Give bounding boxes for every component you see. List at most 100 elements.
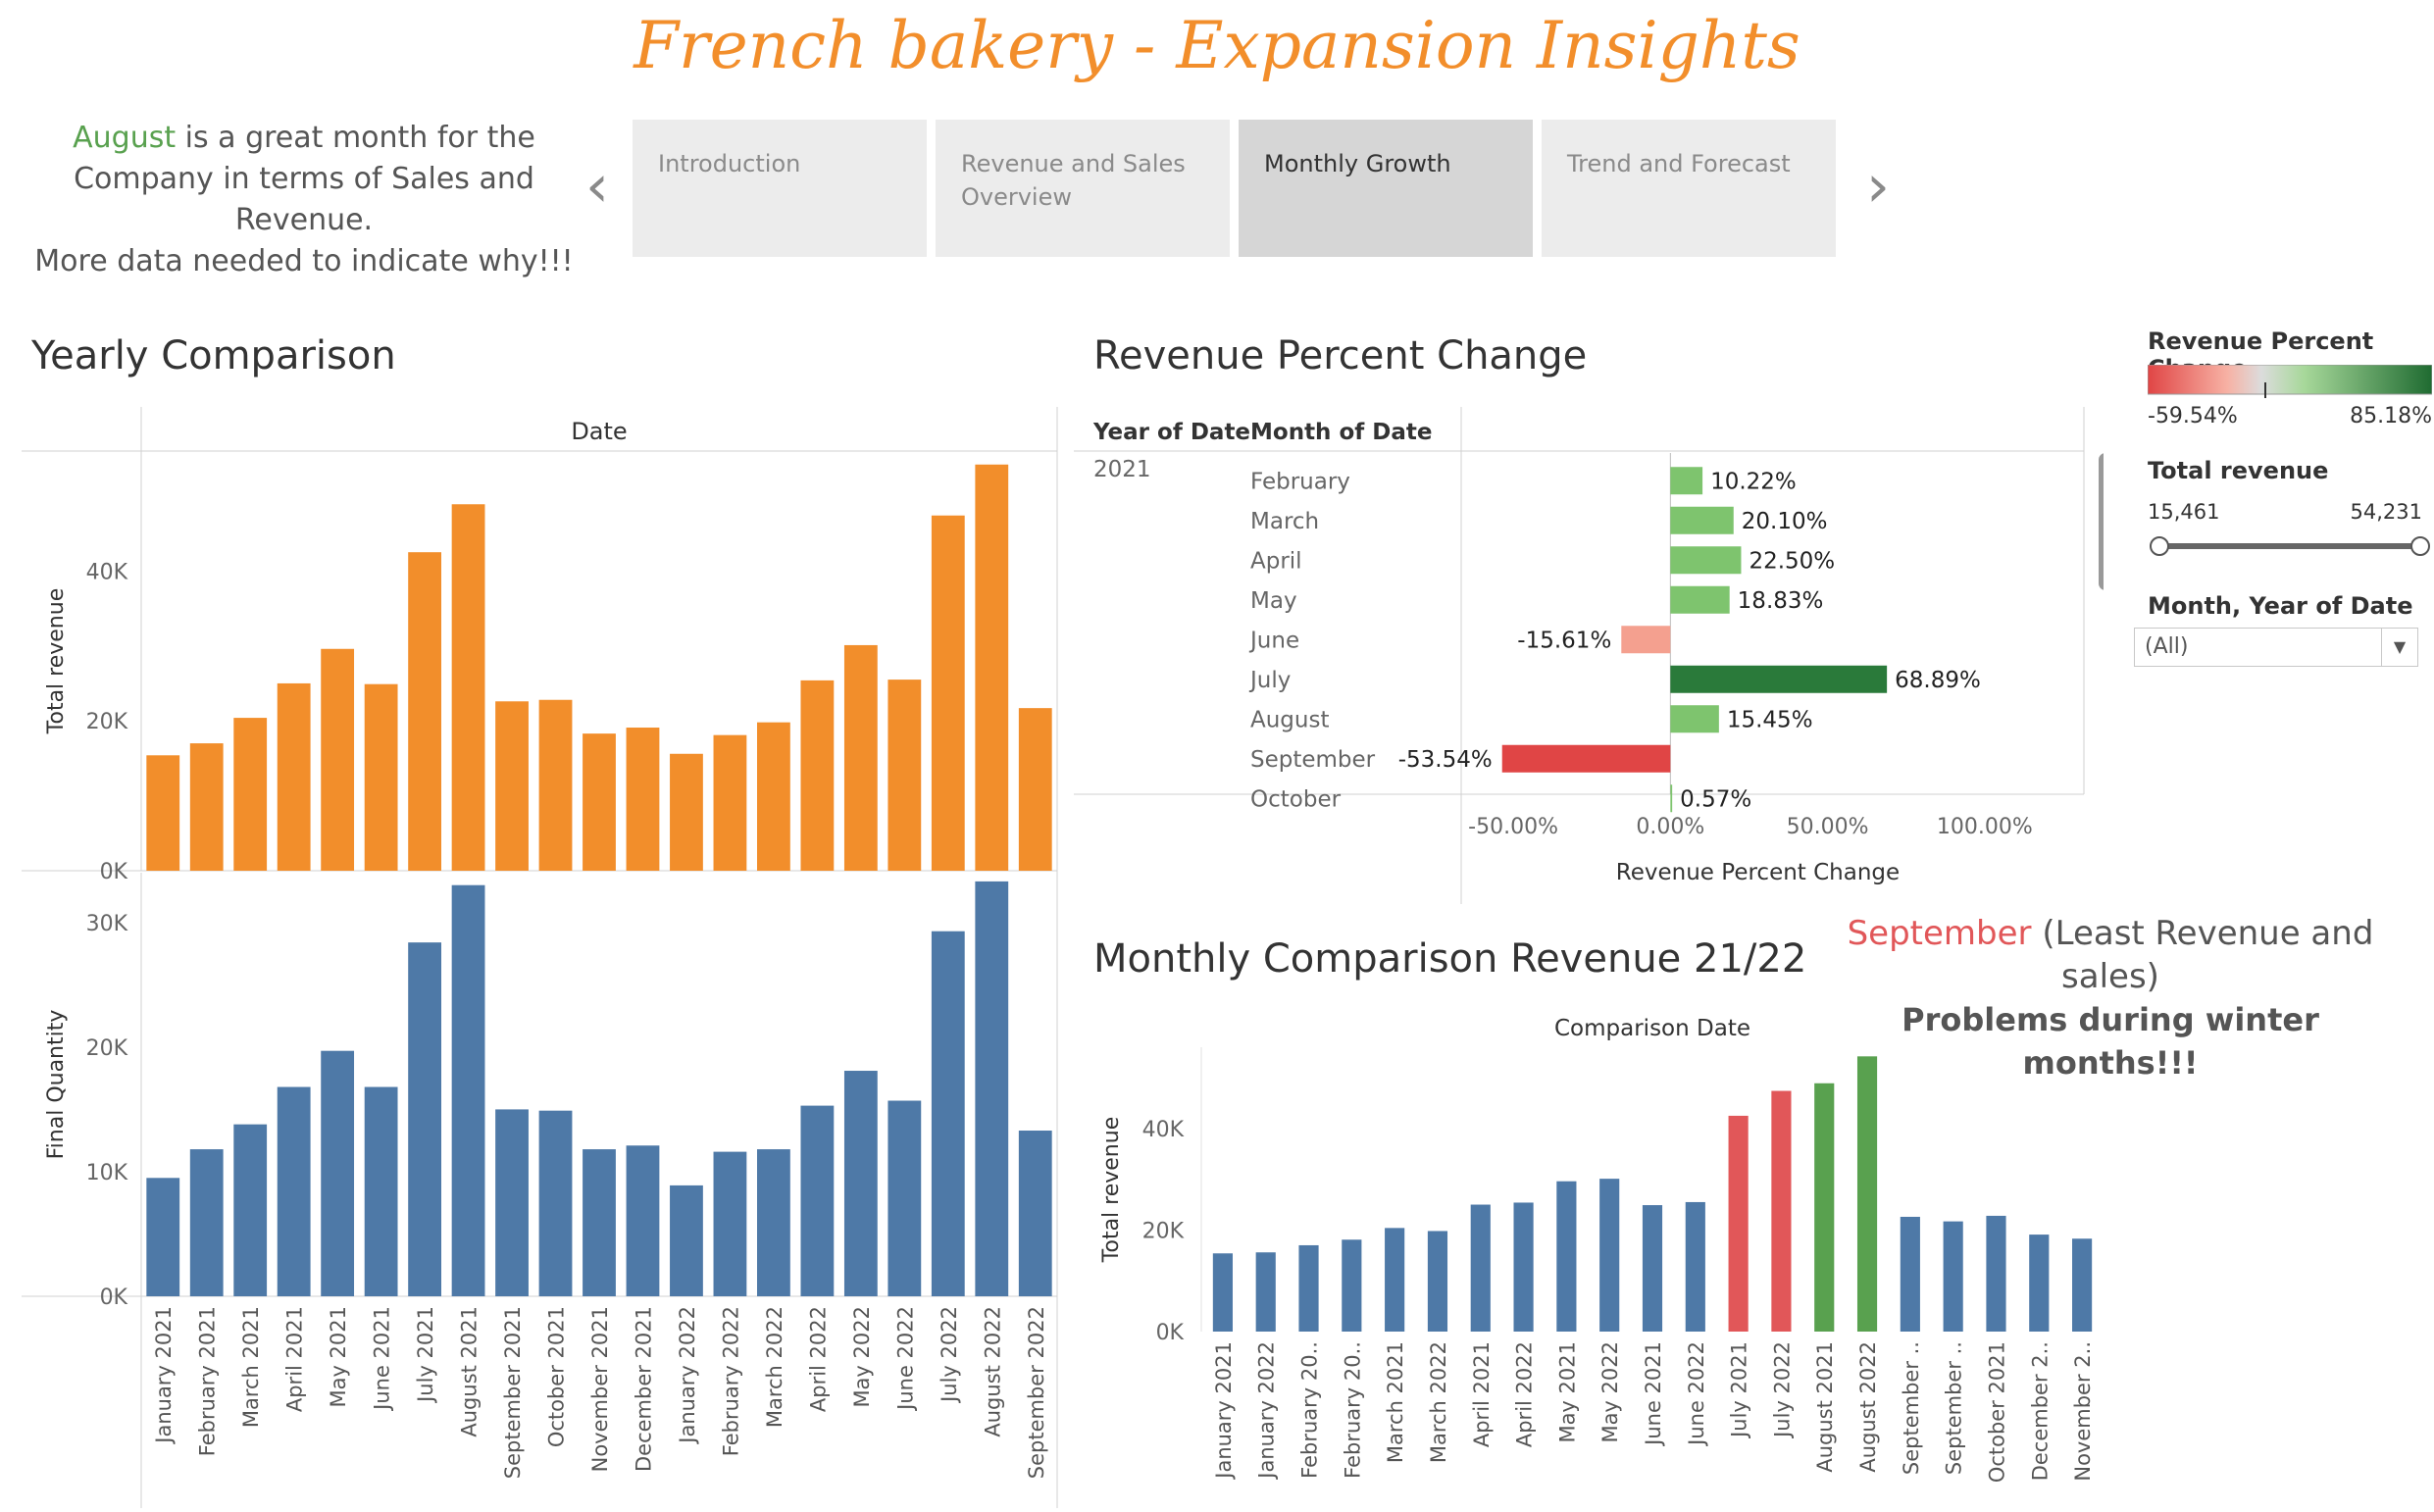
revenue-percent-change-chart: Year of Date Month of Date 2021 February 10.… [1074,407,2104,904]
note-highlight: September [1847,914,2032,953]
quantity-bar [277,1086,311,1296]
x-tick-label: March 2022 [1427,1341,1450,1463]
x-tick-label: January 2021 [152,1306,176,1445]
y-tick-label: 20K [86,710,128,734]
x-tick-label: 100.00% [1937,815,2033,839]
quantity-bar [931,931,965,1296]
x-tick-label: October 2021 [545,1306,569,1447]
filter-selected-value: (All) [2145,634,2189,659]
monthly-note: September (Least Revenue and sales) Prob… [1816,912,2405,1084]
chevron-down-icon[interactable]: ▼ [2381,629,2417,666]
quantity-bar [975,881,1009,1296]
x-tick-label: June 2022 [893,1306,917,1412]
percent-change-value: -53.54% [1398,747,1493,773]
percent-change-value: 20.10% [1742,509,1828,534]
percent-change-bar [1670,506,1734,534]
quantity-bar [843,1071,878,1296]
gradient-max-label: 85.18% [2350,404,2432,428]
month-row-label: September [1250,747,1376,773]
scrollbar-thumb[interactable] [2099,453,2104,590]
percent-change-bar [1670,467,1703,495]
intro-text: August is a great month for the Company … [29,118,579,282]
revenue-bar [757,722,790,871]
month-row-label: August [1250,707,1330,732]
month-row-label: April [1250,548,1302,574]
quantity-bar [233,1124,268,1296]
x-tick-label: April 2021 [283,1306,307,1412]
monthly-revenue-bar [1599,1179,1620,1332]
monthly-revenue-bar [1470,1204,1491,1332]
monthly-revenue-bar [1642,1205,1663,1332]
revenue-bar [931,515,965,871]
monthly-revenue-bar [2072,1238,2093,1332]
monthly-revenue-bar [2029,1235,2050,1332]
revenue-bar [583,733,616,871]
x-tick-label: August 2021 [458,1306,482,1437]
y-axis-title: Total revenue [44,588,69,734]
chevron-right-icon[interactable]: › [1866,152,1890,221]
x-tick-label: March 2021 [239,1306,263,1428]
quantity-bar [321,1050,355,1296]
x-tick-label: September .. [1943,1341,1966,1475]
x-tick-label: June 2022 [1685,1341,1708,1447]
tab-trend-and-forecast[interactable]: Trend and Forecast [1542,120,1836,257]
quantity-bar [189,1149,224,1296]
quantity-bar [538,1110,573,1296]
quantity-bar [451,884,485,1296]
x-tick-label: February 2022 [719,1306,742,1456]
monthly-revenue-bar [1814,1083,1835,1332]
yearly-comparison-chart: Date 0K 20K 40K Total revenue 0K 10K 20K 30K Fina… [22,407,1058,1508]
x-tick-label: February 20.. [1298,1341,1322,1479]
revenue-bar [713,734,747,871]
revenue-range-slider[interactable] [2148,531,2432,561]
y-axis-title: Final Quantity [44,1010,69,1160]
revenue-bar [451,504,485,871]
revenue-bar [277,682,311,871]
x-tick-label: January 2022 [676,1306,699,1445]
revenue-bar [1018,708,1052,871]
year-label: 2021 [1093,457,1151,482]
tab-monthly-growth[interactable]: Monthly Growth [1239,120,1533,257]
revenue-bar [321,648,355,871]
quantity-bar [800,1105,835,1296]
slider-max-handle[interactable] [2410,536,2430,556]
comparison-date-header: Comparison Date [1554,1016,1750,1041]
slider-min-label: 15,461 [2148,500,2220,524]
x-tick-label: August 2022 [1856,1341,1880,1473]
revenue-bar [800,680,835,871]
y-tick-label: 40K [1142,1118,1185,1142]
quantity-bar [670,1184,703,1296]
chevron-left-icon[interactable]: ‹ [585,152,609,221]
tab-introduction[interactable]: Introduction [633,120,927,257]
revenue-slider-title: Total revenue [2148,457,2329,484]
x-tick-label: January 2022 [1255,1341,1279,1481]
x-tick-label: April 2021 [1470,1341,1494,1447]
monthly-revenue-bar [1513,1202,1534,1332]
revenue-percent-change-title: Revenue Percent Change [1093,333,1588,378]
intro-line-3: Revenue. [234,203,374,237]
x-tick-label: November 2021 [588,1306,612,1472]
x-axis-title: Revenue Percent Change [1616,860,1900,885]
month-row-label: July [1248,668,1291,693]
month-year-filter-dropdown[interactable]: (All) ▼ [2134,628,2418,667]
quantity-bar [757,1149,790,1296]
y-tick-label: 0K [1156,1321,1185,1345]
tab-revenue-and-sales-overview[interactable]: Revenue and Sales Overview [936,120,1230,257]
year-column-header: Year of Date [1092,420,1250,445]
percent-change-bar [1670,784,1673,813]
intro-line-2: Company in terms of Sales and [74,162,534,196]
x-tick-label: January 2021 [1212,1341,1236,1481]
note-line-2: Problems during winter months!!! [1902,1001,2319,1082]
slider-min-handle[interactable] [2150,536,2169,556]
x-tick-label: May 2022 [850,1306,874,1408]
gradient-legend [2148,365,2432,398]
note-rest: (Least Revenue and sales) [2031,914,2374,996]
quantity-bar [495,1109,529,1296]
revenue-bar [887,680,922,871]
percent-change-bar [1670,585,1730,614]
monthly-revenue-bar [1771,1090,1792,1332]
revenue-bar [189,743,224,871]
x-tick-label: May 2021 [327,1306,350,1408]
y-tick-label: 20K [1142,1219,1185,1243]
y-tick-label: 30K [86,912,128,936]
